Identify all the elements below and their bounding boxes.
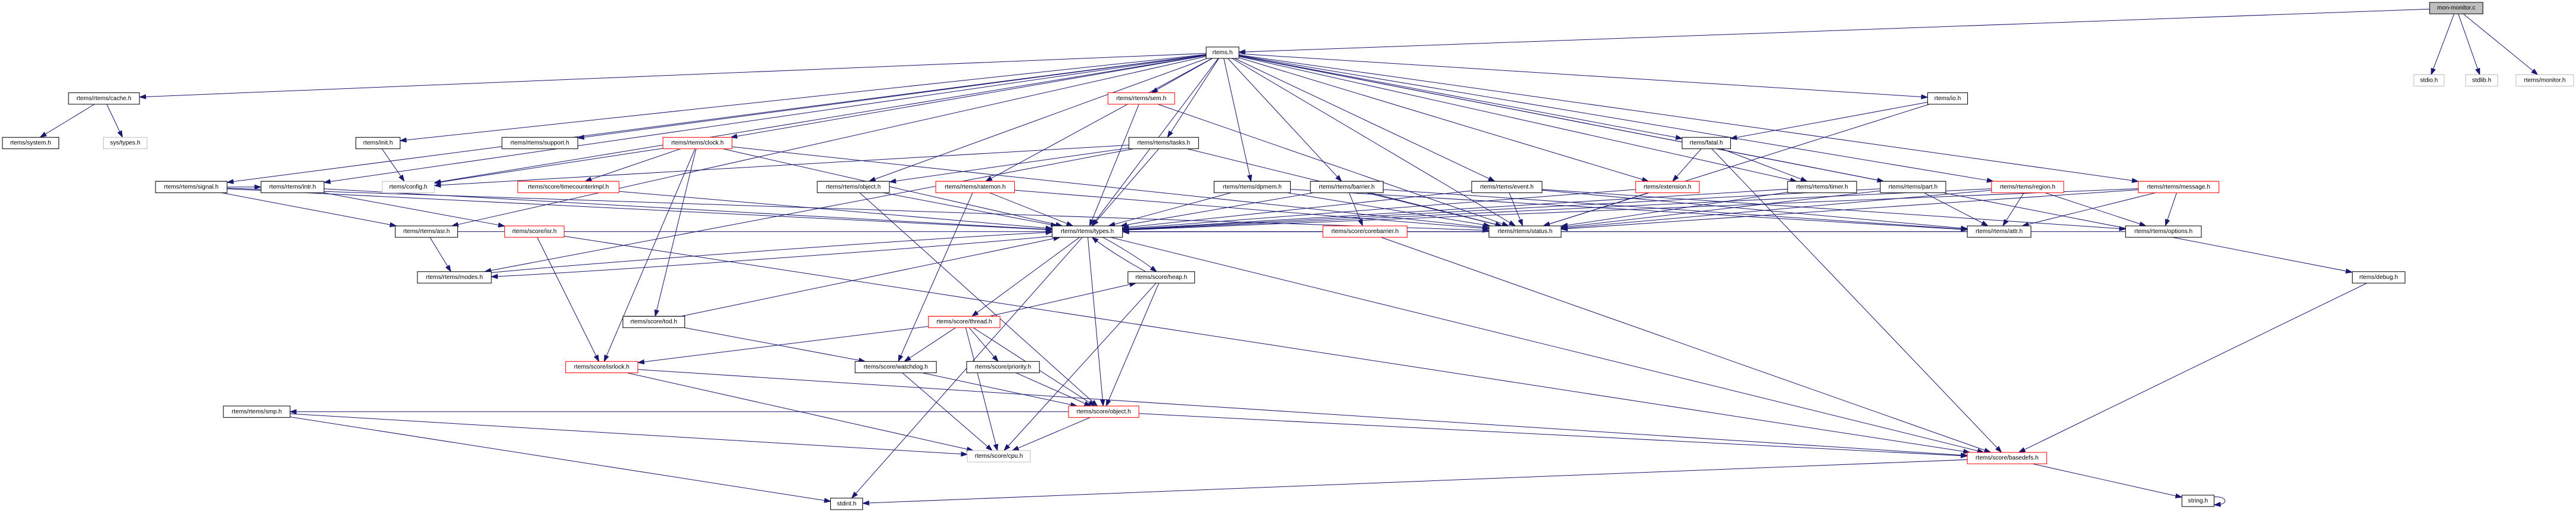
svg-text:rtems/rtems/sem.h: rtems/rtems/sem.h xyxy=(1116,95,1166,102)
svg-text:rtems/score/watchdog.h: rtems/score/watchdog.h xyxy=(864,364,928,371)
svg-text:rtems/init.h: rtems/init.h xyxy=(363,140,393,147)
svg-text:rtems/rtems/attr.h: rtems/rtems/attr.h xyxy=(1976,228,2023,235)
svg-text:rtems/score/corebarrier.h: rtems/score/corebarrier.h xyxy=(1331,228,1398,235)
svg-text:rtems/score/heap.h: rtems/score/heap.h xyxy=(1135,274,1187,281)
svg-text:rtems/debug.h: rtems/debug.h xyxy=(2359,274,2398,281)
svg-text:rtems/rtems/region.h: rtems/rtems/region.h xyxy=(2000,184,2055,190)
svg-text:rtems/rtems/timer.h: rtems/rtems/timer.h xyxy=(1796,184,1848,190)
svg-text:rtems/score/isrlock.h: rtems/score/isrlock.h xyxy=(574,364,630,371)
svg-text:rtems/score/thread.h: rtems/score/thread.h xyxy=(936,319,992,325)
svg-text:rtems/rtems/object.h: rtems/rtems/object.h xyxy=(826,184,881,190)
svg-text:rtems/rtems/message.h: rtems/rtems/message.h xyxy=(2147,184,2210,190)
svg-text:rtems/score/cpu.h: rtems/score/cpu.h xyxy=(975,453,1023,460)
svg-text:mon-monitor.c: mon-monitor.c xyxy=(2437,5,2475,11)
svg-text:rtems/rtems/barrier.h: rtems/rtems/barrier.h xyxy=(1319,184,1375,190)
svg-text:rtems/score/object.h: rtems/score/object.h xyxy=(1076,408,1130,415)
svg-text:rtems/rtems/signal.h: rtems/rtems/signal.h xyxy=(164,184,218,190)
svg-text:rtems/rtems/ratemon.h: rtems/rtems/ratemon.h xyxy=(945,184,1005,190)
svg-text:rtems/rtems/tasks.h: rtems/rtems/tasks.h xyxy=(1138,140,1191,147)
svg-text:string.h: string.h xyxy=(2188,498,2208,504)
svg-text:rtems/rtems/cache.h: rtems/rtems/cache.h xyxy=(77,95,132,102)
svg-text:rtems/config.h: rtems/config.h xyxy=(390,184,428,190)
svg-text:stdio.h: stdio.h xyxy=(2420,77,2438,83)
svg-text:rtems/score/basedefs.h: rtems/score/basedefs.h xyxy=(1976,455,2039,461)
svg-text:rtems/rtems/modes.h: rtems/rtems/modes.h xyxy=(426,274,482,281)
svg-text:rtems/score/priority.h: rtems/score/priority.h xyxy=(975,364,1031,371)
svg-text:rtems/monitor.h: rtems/monitor.h xyxy=(2524,77,2566,83)
svg-text:rtems/extension.h: rtems/extension.h xyxy=(1644,184,1692,190)
svg-text:rtems/rtems/dpmem.h: rtems/rtems/dpmem.h xyxy=(1223,184,1282,190)
svg-text:rtems/io.h: rtems/io.h xyxy=(1935,95,1961,102)
svg-text:rtems.h: rtems.h xyxy=(1213,49,1233,56)
svg-text:rtems/rtems/options.h: rtems/rtems/options.h xyxy=(2134,228,2192,235)
svg-text:rtems/rtems/status.h: rtems/rtems/status.h xyxy=(1497,228,1552,235)
svg-text:rtems/score/isr.h: rtems/score/isr.h xyxy=(512,228,557,235)
svg-text:rtems/rtems/event.h: rtems/rtems/event.h xyxy=(1480,184,1534,190)
svg-text:rtems/score/timecounterimpl.h: rtems/score/timecounterimpl.h xyxy=(528,184,609,190)
svg-text:stdlib.h: stdlib.h xyxy=(2472,77,2491,83)
svg-text:rtems/score/tod.h: rtems/score/tod.h xyxy=(631,319,677,325)
svg-text:stdint.h: stdint.h xyxy=(837,501,856,507)
svg-text:rtems/rtems/part.h: rtems/rtems/part.h xyxy=(1889,184,1938,190)
svg-text:rtems/rtems/asr.h: rtems/rtems/asr.h xyxy=(403,228,450,235)
svg-text:rtems/rtems/types.h: rtems/rtems/types.h xyxy=(1061,228,1114,235)
svg-text:rtems/rtems/clock.h: rtems/rtems/clock.h xyxy=(671,140,724,147)
svg-text:rtems/rtems/smp.h: rtems/rtems/smp.h xyxy=(232,408,282,415)
svg-text:rtems/system.h: rtems/system.h xyxy=(10,140,51,147)
svg-text:rtems/fatal.h: rtems/fatal.h xyxy=(1690,140,1723,147)
svg-text:sys/types.h: sys/types.h xyxy=(110,140,141,147)
svg-text:rtems/rtems/intr.h: rtems/rtems/intr.h xyxy=(269,184,316,190)
svg-text:rtems/rtems/support.h: rtems/rtems/support.h xyxy=(510,140,569,147)
